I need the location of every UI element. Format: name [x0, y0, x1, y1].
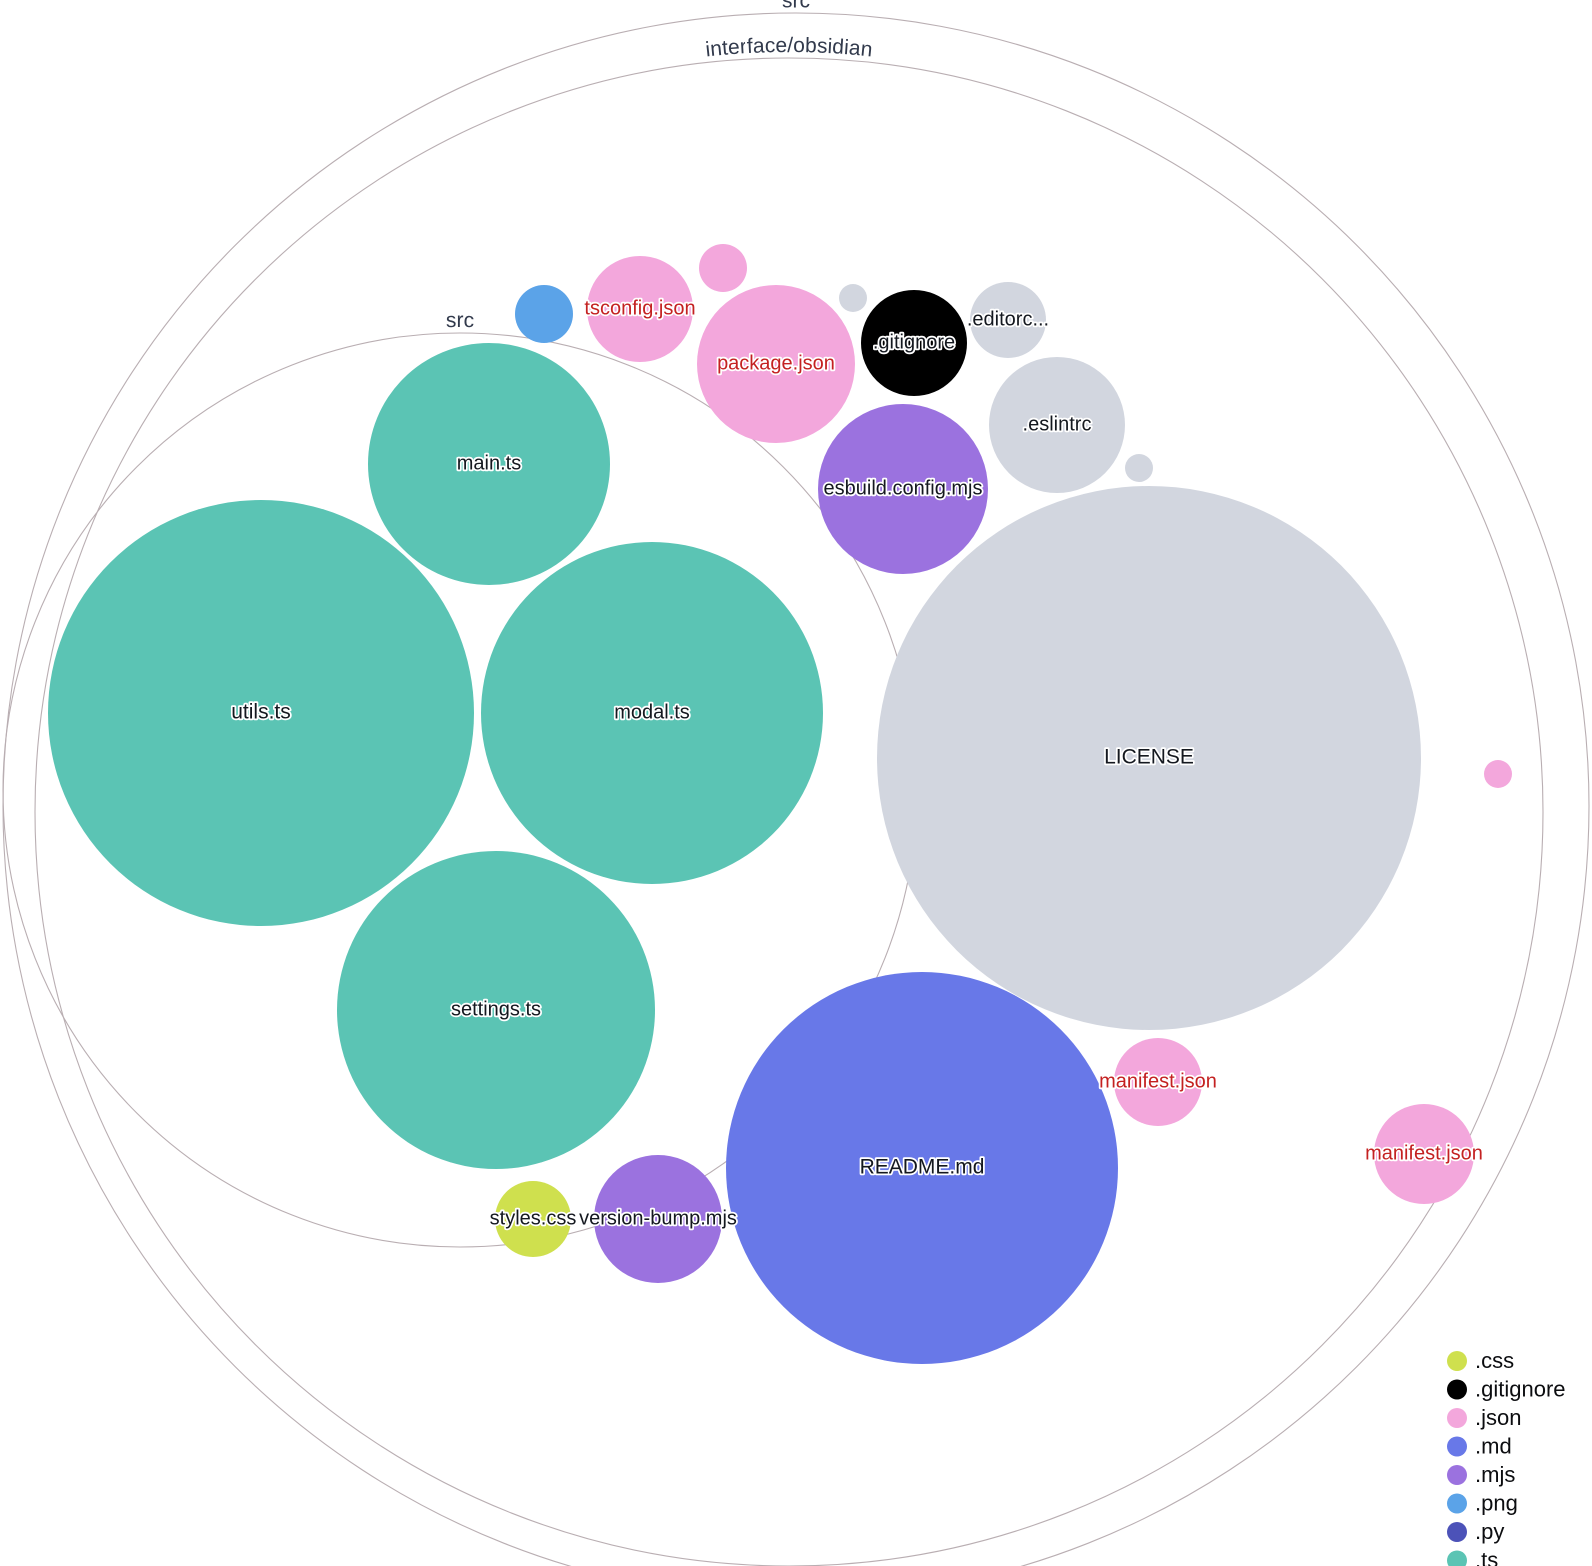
folder-ring-interface-obsidian[interactable]	[34, 57, 1544, 1566]
legend-swatch-gitignore	[1447, 1379, 1467, 1400]
file-labels-layer: utils.ts modal.ts settings.ts main.ts LICENS…	[230, 296, 1485, 1231]
file-label-main-ts: main.ts	[457, 452, 521, 474]
file-circle-esbuild-config-mjs[interactable]	[818, 404, 988, 574]
legend-swatch-json	[1447, 1408, 1467, 1428]
file-circle-unnamed-json-2[interactable]	[1484, 760, 1512, 788]
legend-swatch-ts	[1447, 1550, 1467, 1566]
file-circle-readme-md[interactable]	[726, 972, 1118, 1364]
file-circle-unnamed-json[interactable]	[699, 244, 747, 292]
legend-label-json: .json	[1475, 1405, 1521, 1430]
legend-item-py[interactable]: .py	[1447, 1519, 1504, 1544]
file-circle-unnamed-a[interactable]	[839, 284, 867, 312]
file-circle-version-bump-mjs[interactable]	[594, 1155, 722, 1283]
legend-swatch-css	[1447, 1351, 1467, 1371]
file-label-package-json: package.json	[717, 352, 835, 374]
legend-label-py: .py	[1475, 1519, 1504, 1544]
legend-label-mjs: .mjs	[1475, 1462, 1515, 1487]
file-circle-screenshot-png[interactable]	[515, 285, 573, 343]
folder-labels-layer: src interface/obsidian src	[444, 0, 876, 334]
folder-label-interface-obsidian: interface/obsidian	[704, 34, 873, 62]
file-circle--eslintrc[interactable]	[989, 357, 1125, 493]
file-circle-package-json[interactable]	[697, 285, 855, 443]
file-circle-manifest-json[interactable]	[1114, 1038, 1202, 1126]
file-label-utils-ts: utils.ts	[231, 701, 291, 724]
file-label-esbuild-config-mjs: esbuild.config.mjs	[824, 477, 983, 499]
legend-label-png: .png	[1475, 1490, 1518, 1515]
file-label-tsconfig-json: tsconfig.json	[584, 297, 695, 319]
file-circle--gitignore[interactable]	[861, 290, 967, 396]
legend-label-ts: .ts	[1475, 1547, 1498, 1566]
legend-label-css: .css	[1475, 1348, 1514, 1373]
file-label-settings-ts: settings.ts	[451, 998, 541, 1020]
file-label-manifest-json: manifest.json	[1099, 1070, 1217, 1092]
file-circle-main-ts[interactable]	[368, 343, 610, 585]
file-label-readme-md: README.md	[860, 1156, 985, 1179]
file-label-modal-ts: modal.ts	[614, 701, 690, 723]
file-label-manifest-json: manifest.json	[1365, 1142, 1483, 1164]
file-circle-unnamed-b[interactable]	[1125, 454, 1153, 482]
file-circle-license[interactable]	[877, 486, 1421, 1030]
legend: .css .gitignore .json .md .mjs .png .py .ts	[1447, 1348, 1566, 1566]
file-circle-modal-ts[interactable]	[481, 542, 823, 884]
legend-item-json[interactable]: .json	[1447, 1405, 1521, 1430]
legend-swatch-mjs	[1447, 1465, 1467, 1485]
file-label--editorconfig: .editorc...	[967, 308, 1049, 330]
folder-label-src: src	[782, 0, 810, 12]
file-circle-settings-ts[interactable]	[337, 851, 655, 1169]
legend-item-ts[interactable]: .ts	[1447, 1547, 1498, 1566]
legend-item-mjs[interactable]: .mjs	[1447, 1462, 1515, 1487]
folder-label-src: src	[446, 309, 475, 332]
file-circle-utils-ts[interactable]	[48, 500, 474, 926]
file-circles-layer	[48, 244, 1512, 1364]
file-label--gitignore: .gitignore	[873, 331, 955, 353]
legend-item-gitignore[interactable]: .gitignore	[1447, 1376, 1566, 1401]
legend-label-md: .md	[1475, 1433, 1512, 1458]
file-label-license: LICENSE	[1104, 746, 1194, 769]
legend-item-png[interactable]: .png	[1447, 1490, 1518, 1515]
file-circle--editorconfig[interactable]	[970, 282, 1046, 358]
file-circle-manifest-json[interactable]	[1374, 1104, 1474, 1204]
legend-swatch-py	[1447, 1522, 1467, 1542]
legend-swatch-md	[1447, 1436, 1467, 1457]
file-label-styles-css: styles.css	[490, 1207, 577, 1229]
legend-item-md[interactable]: .md	[1447, 1433, 1512, 1458]
legend-label-gitignore: .gitignore	[1475, 1376, 1566, 1401]
legend-item-css[interactable]: .css	[1447, 1348, 1514, 1373]
legend-swatch-png	[1447, 1493, 1467, 1514]
file-label-version-bump-mjs: version-bump.mjs	[579, 1207, 737, 1229]
file-label--eslintrc: .eslintrc	[1023, 413, 1092, 435]
file-circle-tsconfig-json[interactable]	[587, 256, 693, 362]
file-circle-styles-css[interactable]	[495, 1181, 571, 1257]
